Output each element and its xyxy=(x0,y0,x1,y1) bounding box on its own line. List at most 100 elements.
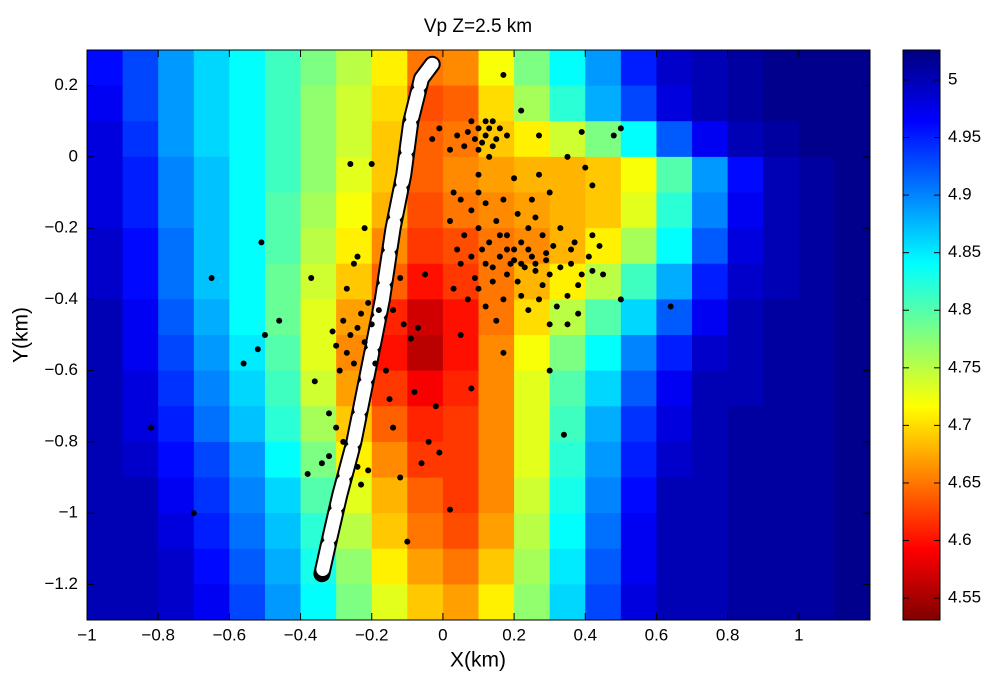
event-point xyxy=(514,210,521,217)
heat-cell xyxy=(193,121,230,158)
heat-cell xyxy=(514,406,551,443)
heat-cell xyxy=(229,441,266,479)
event-point xyxy=(468,207,475,214)
event-point xyxy=(475,146,482,153)
heat-cell xyxy=(442,299,480,336)
heat-cell xyxy=(336,156,373,194)
heat-cell xyxy=(656,50,693,87)
event-point xyxy=(336,367,343,374)
heat-cell xyxy=(727,584,764,620)
event-point xyxy=(447,506,454,513)
heat-cell xyxy=(158,85,195,122)
heat-cell xyxy=(798,263,836,300)
event-point xyxy=(340,317,347,324)
heat-cell xyxy=(478,584,515,620)
heat-cell xyxy=(692,50,729,87)
event-point xyxy=(240,360,247,367)
heat-cell xyxy=(193,584,230,620)
heat-cell xyxy=(229,263,266,300)
overlay xyxy=(148,55,674,583)
heat-cell xyxy=(763,477,800,514)
event-point xyxy=(457,332,464,338)
heat-cell xyxy=(122,477,159,514)
event-point xyxy=(454,246,461,253)
y-axis-label: Y(km) xyxy=(10,307,33,363)
heat-cell xyxy=(407,406,444,443)
heat-cell xyxy=(585,548,622,585)
heat-cell xyxy=(336,228,373,265)
heat-cell xyxy=(336,263,373,300)
heat-cell xyxy=(87,477,124,514)
x-tick-label: −0.2 xyxy=(355,625,389,644)
colorbar-tick-label: 4.75 xyxy=(948,357,981,376)
event-point xyxy=(568,260,575,267)
heat-cell xyxy=(620,370,658,407)
heat-cell xyxy=(514,513,551,550)
heat-cell xyxy=(300,192,337,229)
heat-cell xyxy=(763,121,800,158)
heat-cell xyxy=(229,85,266,122)
heat-cell xyxy=(264,584,302,620)
heat-cell xyxy=(229,335,266,372)
heat-cell xyxy=(834,121,870,158)
heat-cell xyxy=(549,584,586,620)
heat-cell xyxy=(158,406,195,443)
event-point xyxy=(436,125,443,132)
heat-cell xyxy=(442,85,480,122)
event-point xyxy=(564,153,571,160)
heat-cell xyxy=(193,50,230,87)
event-point xyxy=(596,242,603,249)
heat-cell xyxy=(264,299,302,336)
event-point xyxy=(532,260,539,267)
heat-cell xyxy=(727,548,764,585)
heat-cell xyxy=(442,406,480,443)
event-point xyxy=(496,232,503,239)
heat-cell xyxy=(692,406,729,443)
heat-cell xyxy=(727,299,764,336)
event-point xyxy=(350,260,357,267)
event-point xyxy=(354,324,361,331)
event-point xyxy=(479,246,486,253)
heat-cell xyxy=(336,584,373,620)
heat-cell xyxy=(407,192,444,229)
event-point xyxy=(468,118,475,125)
event-point xyxy=(350,360,357,367)
colorbar-tick-label: 4.95 xyxy=(948,127,981,146)
event-point xyxy=(276,317,283,324)
event-point xyxy=(361,225,368,232)
heat-cell xyxy=(478,85,515,122)
event-point xyxy=(617,125,624,132)
heat-cell xyxy=(620,477,658,514)
heat-cell xyxy=(834,299,870,336)
heat-cell xyxy=(620,85,658,122)
heat-cell xyxy=(300,584,337,620)
heat-cell xyxy=(549,513,586,550)
heat-cell xyxy=(585,584,622,620)
heat-cell xyxy=(442,513,480,550)
heat-cell xyxy=(514,156,551,194)
event-point xyxy=(318,460,325,467)
event-point xyxy=(528,196,535,203)
heat-cell xyxy=(763,50,800,87)
heat-cell xyxy=(122,263,159,300)
event-point xyxy=(589,232,596,239)
colorbar-tick-label: 4.9 xyxy=(948,185,972,204)
heat-cell xyxy=(87,441,124,479)
heat-cell xyxy=(692,85,729,122)
event-point xyxy=(511,246,518,253)
heat-cell xyxy=(549,50,586,87)
event-point xyxy=(340,438,347,445)
colorbar-tick-label: 4.8 xyxy=(948,300,972,319)
heat-cell xyxy=(620,228,658,265)
heat-cell xyxy=(692,263,729,300)
event-point xyxy=(190,510,197,517)
event-point xyxy=(432,403,439,410)
event-point xyxy=(496,253,503,260)
heat-cell xyxy=(158,584,195,620)
heat-cell xyxy=(300,228,337,265)
heat-cell xyxy=(122,441,159,479)
heat-cell xyxy=(727,50,764,87)
heat-cell xyxy=(300,263,337,300)
event-point xyxy=(546,367,553,374)
heat-cell xyxy=(514,121,551,158)
